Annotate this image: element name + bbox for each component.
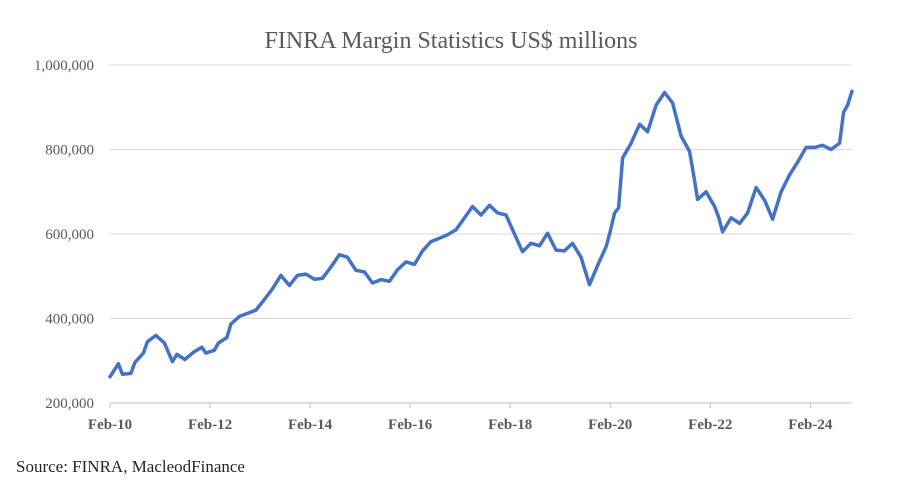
- chart-title: FINRA Margin Statistics US$ millions: [265, 28, 638, 54]
- x-tick-label: Feb-22: [688, 417, 732, 433]
- gridlines: [110, 64, 852, 404]
- x-tick-label: Feb-10: [88, 417, 132, 433]
- y-tick-label: 1,000,000: [34, 58, 94, 74]
- y-tick-label: 200,000: [45, 396, 94, 412]
- y-tick-label: 400,000: [45, 312, 94, 328]
- y-tick-label: 800,000: [45, 143, 94, 159]
- x-tick-label: Feb-14: [288, 417, 333, 433]
- x-tick-label: Feb-18: [488, 417, 532, 433]
- x-tick-label: Feb-12: [188, 417, 232, 433]
- series-line-margin-debt: [108, 89, 854, 379]
- x-tick-label: Feb-20: [588, 417, 632, 433]
- series-layer: [108, 89, 854, 379]
- source-note: Source: FINRA, MacleodFinance: [16, 457, 245, 476]
- y-tick-label: 600,000: [45, 227, 94, 243]
- x-tick-label: Feb-16: [388, 417, 433, 433]
- axes: [109, 402, 852, 408]
- tick-labels: 200,000 400,000 600,000 800,000 1,000,000 Feb…: [34, 58, 833, 433]
- x-tick-label: Feb-24: [788, 417, 833, 433]
